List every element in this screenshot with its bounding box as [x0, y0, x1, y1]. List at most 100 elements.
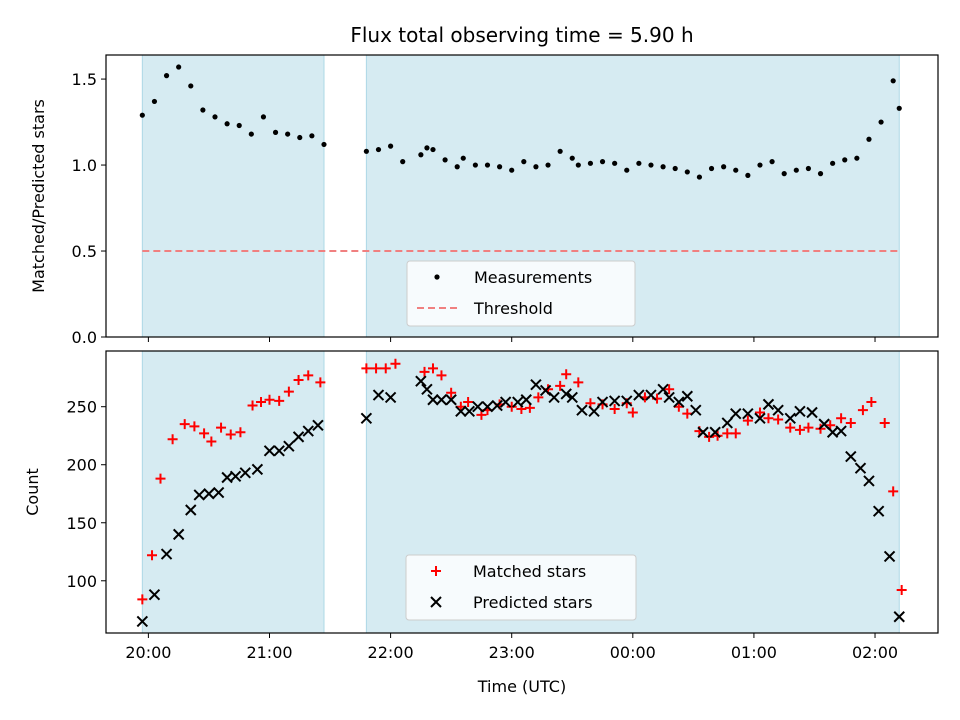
measurement-point — [569, 155, 575, 161]
predicted-star-point — [148, 588, 161, 601]
matched-star-point — [609, 404, 620, 415]
legend-measurement-marker — [434, 274, 440, 280]
y-tick-label: 1.0 — [72, 156, 97, 175]
predicted-star-point — [845, 450, 857, 463]
matched-star-point — [436, 370, 447, 381]
matched-star-point — [264, 394, 275, 405]
x-tick-label: 20:00 — [125, 643, 171, 662]
predicted-star-point — [520, 394, 532, 406]
measurement-point — [224, 121, 230, 127]
predicted-star-point — [794, 405, 806, 418]
matched-star-point — [216, 422, 227, 433]
measurement-point — [260, 114, 267, 120]
matched-star-point — [763, 413, 774, 424]
legend-label: Threshold — [473, 299, 553, 318]
matched-star-point — [664, 384, 675, 395]
matched-star-point — [463, 397, 474, 408]
measurement-point — [139, 112, 145, 118]
axes-frame — [105, 350, 939, 634]
matched-star-point — [682, 408, 693, 419]
matched-star-point — [179, 419, 190, 430]
predicted-star-point — [872, 505, 885, 517]
predicted-star-point — [491, 399, 503, 412]
shaded-interval-0 — [141, 54, 325, 338]
x-axis-label: Time (UTC) — [477, 677, 566, 696]
measurement-point — [696, 174, 703, 180]
predicted-star-point — [292, 431, 305, 443]
predicted-star-point — [657, 383, 669, 396]
measurement-point — [484, 162, 491, 168]
predicted-star-point — [372, 389, 385, 401]
y-tick-label: 250 — [66, 398, 97, 417]
measurement-point — [430, 146, 436, 153]
measurement-point — [575, 162, 581, 168]
measurement-point — [285, 131, 291, 137]
legend-predicted-marker — [430, 596, 442, 608]
predicted-star-point — [512, 396, 524, 408]
predicted-star-point — [673, 396, 685, 408]
measurement-point — [363, 148, 369, 154]
measurement-point — [781, 171, 787, 177]
predicted-star-point — [730, 407, 742, 420]
measurement-point — [460, 155, 466, 161]
predicted-star-point — [251, 463, 264, 476]
matched-star-point — [730, 428, 741, 439]
measurement-point — [454, 164, 460, 170]
measurement-point — [272, 129, 279, 135]
matched-star-point — [247, 400, 258, 411]
predicted-star-point — [193, 489, 205, 501]
matched-star-point — [380, 363, 391, 374]
predicted-star-point — [772, 404, 784, 416]
measurement-point — [769, 159, 775, 165]
measurement-point — [830, 160, 836, 166]
matched-star-point — [742, 415, 753, 426]
x-tick-label: 01:00 — [731, 643, 777, 662]
matched-star-point — [722, 428, 733, 439]
predicted-star-point — [481, 400, 494, 413]
predicted-star-point — [621, 395, 633, 407]
predicted-star-point — [588, 405, 600, 418]
matched-star-point — [446, 387, 457, 398]
matched-star-point — [315, 377, 326, 388]
predicted-star-point — [681, 390, 694, 402]
measurement-point — [684, 169, 690, 175]
matched-star-point — [533, 392, 544, 403]
matched-star-point — [155, 473, 166, 484]
shaded-interval-0 — [141, 350, 325, 634]
legend-box — [406, 260, 636, 327]
predicted-star-point — [172, 528, 185, 541]
predicted-star-point — [360, 412, 373, 425]
bottom-panel-count-chart: 100 150 200 250 20:00 21:00 22:00 23:00 00:00 01:… — [23, 350, 939, 696]
matched-star-point — [199, 428, 210, 439]
matched-star-point — [836, 413, 847, 424]
measurement-point — [890, 78, 896, 84]
predicted-star-point — [806, 406, 818, 419]
predicted-star-point — [435, 394, 448, 406]
measurement-point — [708, 165, 715, 172]
legend-label: Matched stars — [473, 562, 586, 581]
predicted-star-point — [185, 504, 197, 516]
matched-star-point — [879, 417, 890, 428]
y-axis-label: Matched/Predicted stars — [29, 99, 48, 293]
measurement-point — [733, 167, 739, 173]
predicted-star-point — [427, 394, 439, 406]
measurement-point — [309, 133, 315, 139]
matched-star-point — [427, 363, 438, 374]
figure-title: Flux total observing time = 5.90 h — [350, 23, 693, 47]
predicted-star-point — [302, 425, 314, 437]
predicted-star-point — [709, 426, 721, 438]
matched-star-point — [419, 366, 430, 377]
measurement-point — [793, 167, 799, 173]
measurement-point — [721, 164, 727, 170]
measurement-point — [624, 167, 630, 173]
matched-star-point — [773, 414, 784, 425]
measurement-point — [200, 107, 206, 113]
matched-star-point — [283, 386, 294, 397]
predicted-star-point — [212, 486, 225, 499]
predicted-star-point — [633, 389, 645, 401]
measurement-point — [599, 159, 606, 165]
matched-star-point — [866, 397, 877, 408]
predicted-star-point — [742, 407, 754, 420]
matched-star-point — [167, 434, 178, 445]
series-measurements — [139, 64, 902, 180]
